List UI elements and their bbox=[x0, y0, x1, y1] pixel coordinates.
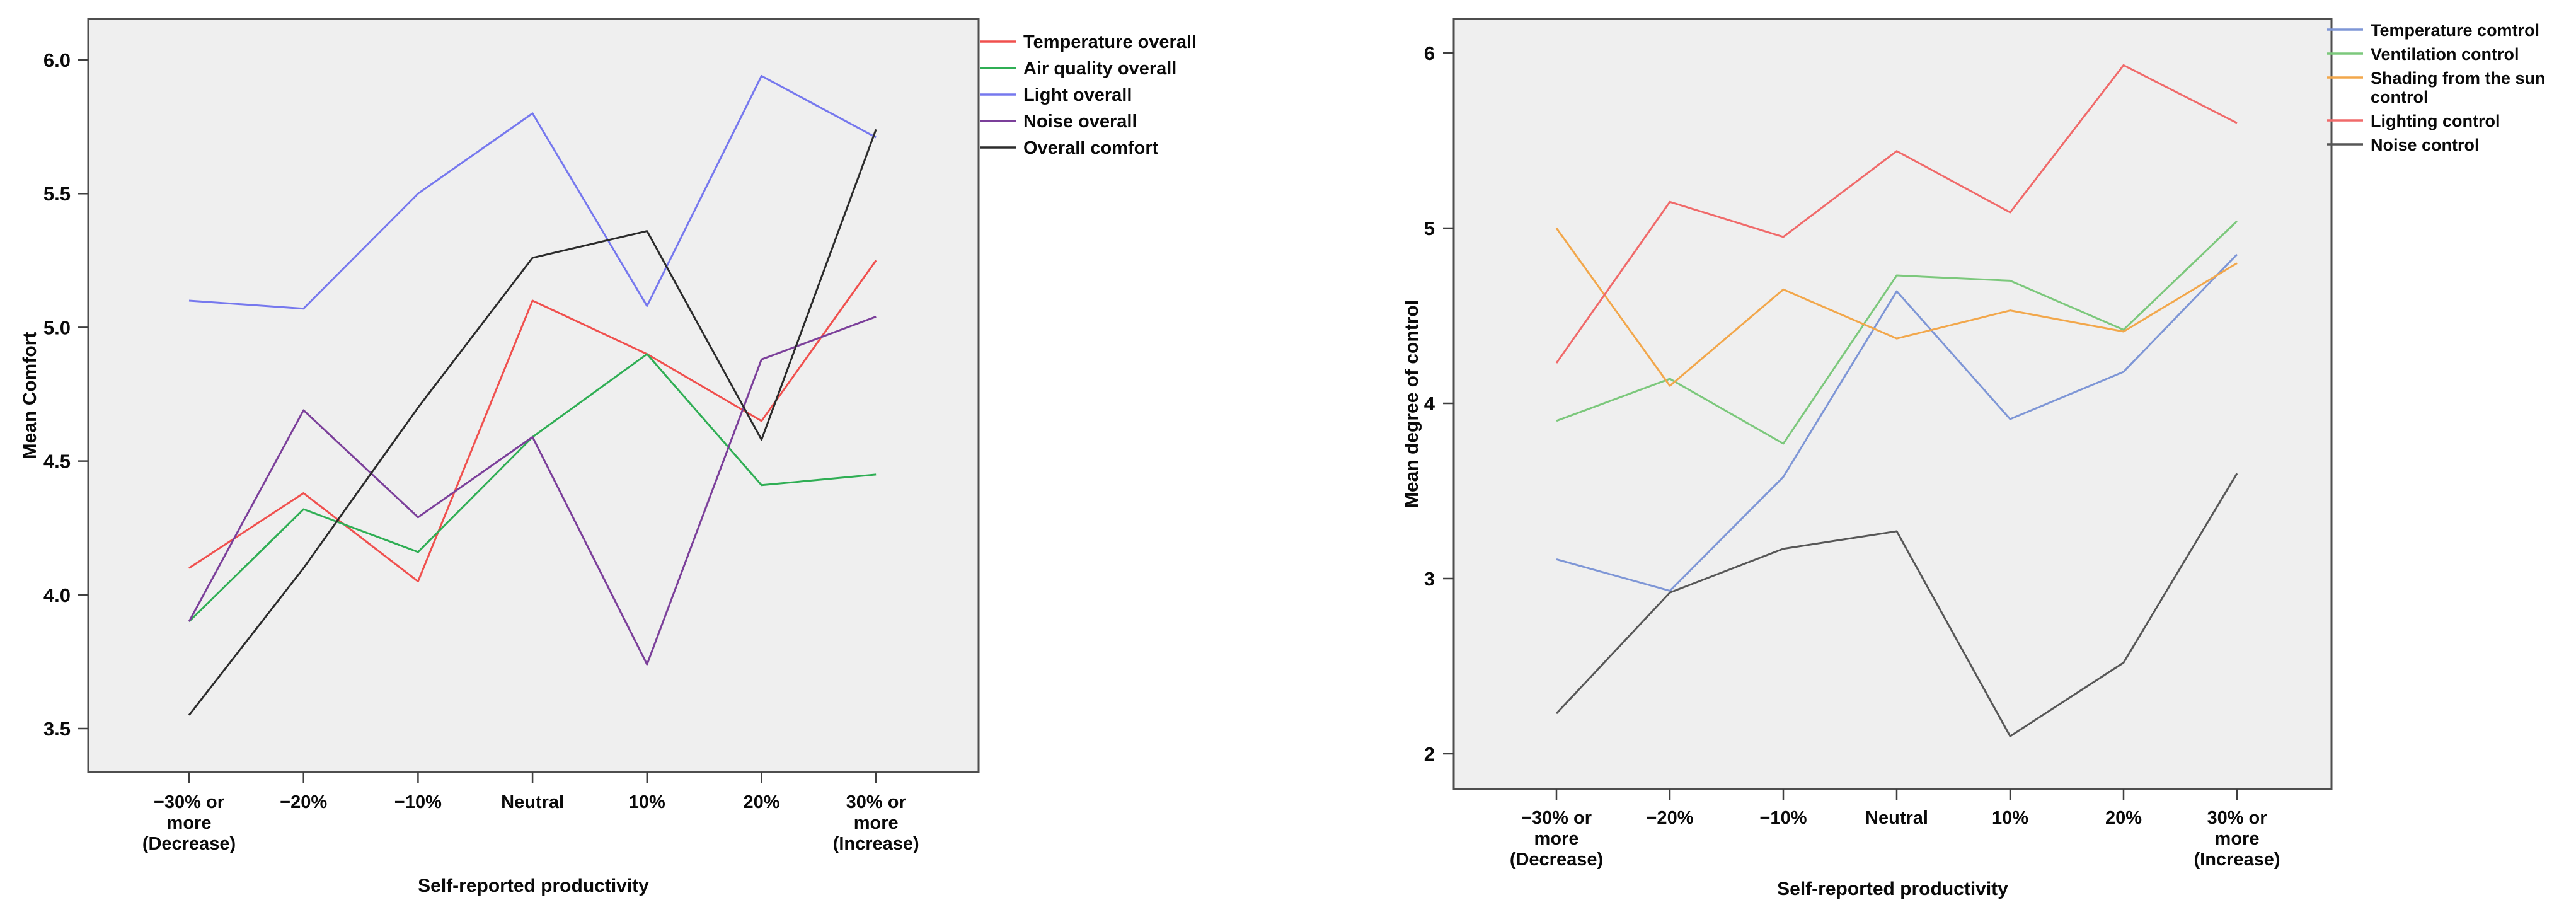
x-tick-label: −10% bbox=[394, 792, 442, 812]
y-tick-label: 4 bbox=[1424, 393, 1435, 415]
legend-item-overall-comfort: Overall comfort bbox=[980, 138, 1159, 158]
legend-label-line: Noise overall bbox=[1023, 112, 1137, 132]
comfort-chart-block: 6.0 5.5 5.0 4.5 4.0 3.5 −30% or more (Decrease) −… bbox=[20, 18, 1197, 896]
legend-label-line: Overall comfort bbox=[1023, 138, 1159, 158]
x-tick-label-line: 20% bbox=[743, 792, 779, 812]
x-tick-label: −30% or more (Decrease) bbox=[1510, 808, 1603, 870]
series-line-temperature-overall bbox=[188, 260, 877, 583]
legend-label-line: control bbox=[2371, 88, 2429, 107]
x-tick-label-line: (Decrease) bbox=[142, 834, 236, 854]
legend-item-noise-control: Noise control bbox=[2327, 136, 2480, 154]
legend-label-line: Temperature overall bbox=[1023, 32, 1197, 52]
control-chart-block: 6 5 4 3 2 −30% or more (Decrease) −20% −10% Neutra… bbox=[1405, 0, 2576, 917]
legend-label-line: Ventilation control bbox=[2371, 45, 2519, 64]
series-line-light-overall bbox=[188, 74, 877, 310]
x-tick-label-line: Neutral bbox=[1865, 808, 1928, 828]
x-tick-label-line: −30% or bbox=[154, 792, 224, 812]
x-tick-label-line: 10% bbox=[629, 792, 665, 812]
legend-label-line: Noise control bbox=[2371, 136, 2480, 154]
x-tick-label-line: 20% bbox=[2105, 808, 2142, 828]
legend-item-air-quality-overall: Air quality overall bbox=[980, 59, 1176, 79]
legend-label: Shading from the sun control bbox=[2371, 69, 2546, 107]
x-tick-label-line: more bbox=[1534, 829, 1579, 849]
legend-label-line: Shading from the sun bbox=[2371, 69, 2546, 88]
x-tick-label-line: −10% bbox=[394, 792, 442, 812]
comfort-line-chart: 6.05.55.04.54.03.5−30% or more (Decrease)−… bbox=[20, 18, 1197, 896]
x-tick-label-line: (Decrease) bbox=[1510, 850, 1603, 870]
legend-label: Temperature overall bbox=[1023, 32, 1197, 52]
x-tick-label: 10% bbox=[1992, 808, 2028, 828]
y-tick-label: 3.5 bbox=[43, 718, 71, 740]
legend-label: Noise control bbox=[2371, 136, 2480, 154]
legend-label: Overall comfort bbox=[1023, 138, 1159, 158]
x-tick-label-line: 10% bbox=[1992, 808, 2028, 828]
legend-label-line: Air quality overall bbox=[1023, 59, 1176, 79]
y-tick-label: 2 bbox=[1424, 743, 1435, 765]
x-tick-label: Neutral bbox=[501, 792, 564, 812]
legend-label: Noise overall bbox=[1023, 112, 1137, 132]
series-line-lighting-control bbox=[1555, 64, 2238, 364]
legend-item-temperature-comtrol: Temperature comtrol bbox=[2327, 21, 2539, 40]
series-line-ventilation-control bbox=[1556, 220, 2238, 445]
x-tick-label-line: (Increase) bbox=[833, 834, 919, 854]
legend-item-ventilation-control: Ventilation control bbox=[2327, 45, 2519, 64]
legend-label: Temperature comtrol bbox=[2371, 21, 2539, 40]
legend-label: Air quality overall bbox=[1023, 59, 1176, 79]
x-axis-title: Self-reported productivity bbox=[1777, 879, 2008, 899]
legend-item-shading-from-the-sun-control: Shading from the sun control bbox=[2327, 69, 2546, 107]
legend-item-noise-overall: Noise overall bbox=[980, 112, 1137, 132]
x-tick-label-line: Neutral bbox=[501, 792, 564, 812]
x-tick-label: 10% bbox=[629, 792, 665, 812]
x-tick-label: −20% bbox=[280, 792, 327, 812]
y-tick-label: 4.0 bbox=[43, 584, 71, 606]
x-tick-label-line: (Increase) bbox=[2194, 850, 2280, 870]
legend-label-line: Temperature comtrol bbox=[2371, 21, 2539, 40]
x-tick-label: −20% bbox=[1647, 808, 1694, 828]
y-axis-title: Mean degree of control bbox=[1405, 300, 1422, 508]
legend-label: Light overall bbox=[1023, 85, 1132, 105]
x-tick-label-line: more bbox=[2215, 829, 2260, 849]
plot-frame bbox=[87, 18, 980, 773]
legend-item-temperature-overall: Temperature overall bbox=[980, 32, 1197, 52]
x-tick-label-line: −20% bbox=[1647, 808, 1694, 828]
plot-area bbox=[88, 19, 979, 772]
y-tick-label: 5.0 bbox=[43, 316, 71, 338]
x-tick-label: 20% bbox=[2105, 808, 2142, 828]
x-tick-label-line: more bbox=[854, 813, 899, 833]
x-tick-label: −30% or more (Decrease) bbox=[142, 792, 236, 854]
series-line-noise-control bbox=[1555, 473, 2238, 737]
series-line-temperature-comtrol bbox=[1556, 253, 2238, 592]
y-tick-label: 5.5 bbox=[43, 183, 71, 205]
series-line-noise-overall bbox=[188, 316, 877, 666]
y-axis-title: Mean Comfort bbox=[20, 332, 40, 459]
y-tick-label: 4.5 bbox=[43, 451, 71, 473]
x-tick-label-line: 30% or bbox=[846, 792, 906, 812]
legend-item-light-overall: Light overall bbox=[980, 85, 1132, 105]
x-tick-label-line: more bbox=[167, 813, 212, 833]
series-line-shading-from-the-sun-control bbox=[1555, 228, 2238, 387]
legend-label: Lighting control bbox=[2371, 112, 2500, 130]
x-tick-label: Neutral bbox=[1865, 808, 1928, 828]
y-tick-label: 6.0 bbox=[43, 49, 71, 71]
x-tick-label: 20% bbox=[743, 792, 779, 812]
y-tick-label: 5 bbox=[1424, 217, 1435, 239]
legend-label: Ventilation control bbox=[2371, 45, 2519, 64]
legend-item-lighting-control: Lighting control bbox=[2327, 112, 2500, 130]
x-tick-label: 30% or more (Increase) bbox=[2194, 808, 2280, 870]
legend-label-line: Lighting control bbox=[2371, 112, 2500, 130]
x-tick-label-line: −20% bbox=[280, 792, 327, 812]
x-tick-label-line: −10% bbox=[1760, 808, 1807, 828]
x-tick-label-line: −30% or bbox=[1521, 808, 1592, 828]
legend-label-line: Light overall bbox=[1023, 85, 1132, 105]
x-axis-title: Self-reported productivity bbox=[418, 875, 649, 896]
y-tick-label: 3 bbox=[1424, 568, 1435, 590]
plot-area bbox=[1454, 19, 2332, 789]
x-tick-label: −10% bbox=[1760, 808, 1807, 828]
y-tick-label: 6 bbox=[1424, 42, 1435, 64]
x-tick-label-line: 30% or bbox=[2207, 808, 2267, 828]
x-tick-label: 30% or more (Increase) bbox=[833, 792, 919, 854]
series-line-overall-comfort bbox=[188, 129, 877, 716]
